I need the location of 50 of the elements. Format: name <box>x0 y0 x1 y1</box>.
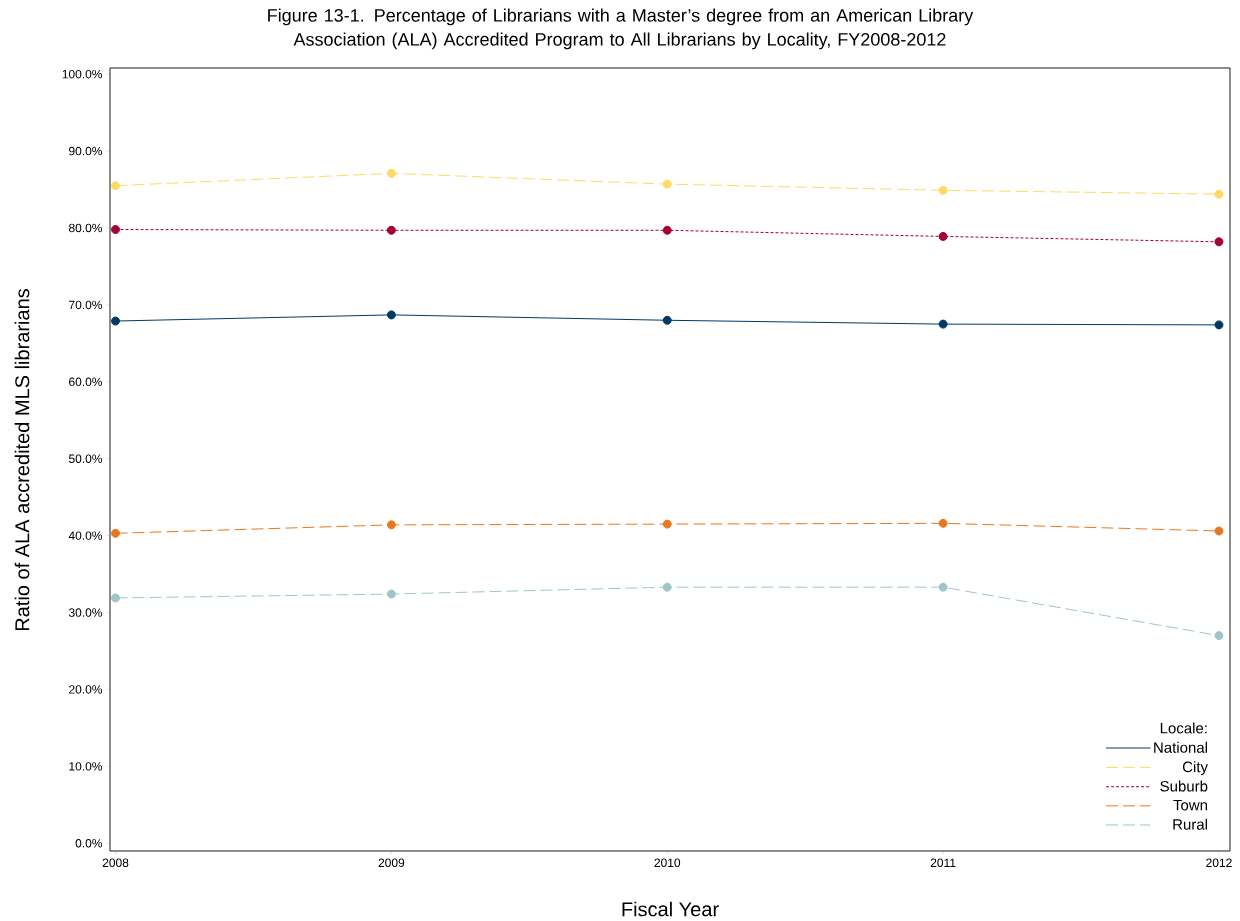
legend-label: National <box>1154 741 1207 753</box>
point <box>386 225 396 235</box>
point <box>111 181 121 191</box>
point <box>662 315 672 325</box>
y-tick-label: 20.0% <box>69 685 103 694</box>
x-tick-label: 2008 <box>102 858 129 868</box>
point <box>111 316 121 326</box>
point <box>938 185 948 195</box>
point <box>662 519 672 529</box>
point <box>938 319 948 329</box>
x-tick-label: 2012 <box>1206 858 1232 868</box>
point <box>111 528 121 538</box>
x-tick-label: 2009 <box>378 858 405 868</box>
legend-label: Town <box>1173 799 1208 811</box>
point <box>386 589 396 599</box>
point <box>386 310 396 320</box>
point <box>938 231 948 241</box>
point <box>1214 320 1224 330</box>
point <box>1214 237 1224 247</box>
legend-title: Locale: <box>1160 722 1207 734</box>
y-tick-label: 40.0% <box>68 531 103 540</box>
point <box>1214 189 1224 199</box>
y-tick-label: 60.0% <box>69 377 103 387</box>
point <box>662 225 672 235</box>
x-tick-label: 2011 <box>930 858 956 868</box>
x-axis-title: Fiscal Year <box>622 901 719 917</box>
legend-label: City <box>1182 761 1208 776</box>
chart-title: Figure 13-1. Percentage of Librarians with a Master’s degree from an American Library Association (ALA) Accredited Program to All Librarians by Locality, FY2008-2012 <box>268 8 974 50</box>
y-tick-label: 50.0% <box>68 454 103 463</box>
y-tick-label: 90.0% <box>69 146 103 156</box>
y-tick-label: 0.0% <box>75 839 103 848</box>
point <box>1214 631 1224 641</box>
point <box>386 520 396 530</box>
y-axis-title: Ratio of ALA accredited MLS librarians <box>14 289 30 631</box>
point <box>386 168 396 178</box>
point <box>1214 526 1224 536</box>
legend-label: Suburb <box>1160 780 1208 792</box>
y-tick-label: 80.0% <box>68 223 103 233</box>
point <box>111 225 121 235</box>
point <box>662 179 672 189</box>
y-tick-label: 100.0% <box>62 69 103 79</box>
point <box>111 593 121 603</box>
y-tick-label: 10.0% <box>69 762 103 771</box>
point <box>662 582 672 592</box>
x-tick-label: 2010 <box>654 858 681 868</box>
point <box>938 518 948 528</box>
y-tick-label: 70.0% <box>69 300 103 310</box>
point <box>938 582 948 592</box>
y-tick-label: 30.0% <box>68 608 103 617</box>
legend-label: Rural <box>1173 818 1207 830</box>
